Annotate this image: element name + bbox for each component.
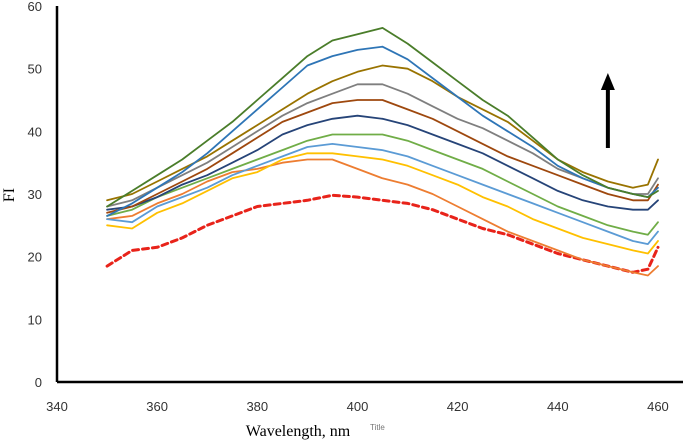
y-tick-label: 10 <box>28 312 42 327</box>
series-line-olive <box>106 64 659 202</box>
series-line-brown <box>106 99 659 214</box>
series-line-dark-blue <box>106 114 659 211</box>
y-tick-label: 40 <box>28 124 42 139</box>
arrow-up-icon <box>600 73 615 90</box>
x-tick-label: 400 <box>347 399 369 414</box>
axis-layer <box>55 6 683 384</box>
series-line-yellow <box>106 152 659 255</box>
x-tick-label: 420 <box>447 399 469 414</box>
x-tick-label: 360 <box>146 399 168 414</box>
chart-title: Title <box>370 423 385 432</box>
y-tick-label: 0 <box>35 375 42 390</box>
x-axis-title: Wavelength, nm <box>246 423 351 440</box>
x-tick-label: 460 <box>647 399 669 414</box>
y-axis-title: FI <box>1 188 18 202</box>
y-tick-label: 60 <box>28 0 42 14</box>
label-layer: 0 10 20 30 40 50 60 340 360 380 400 420 440 460 Wavele… <box>1 0 669 440</box>
series-layer <box>105 26 660 277</box>
series-line-dashed-baseline <box>105 193 660 274</box>
series-line-dark-green <box>106 26 659 208</box>
x-tick-label: 440 <box>547 399 569 414</box>
series-line-gray <box>106 83 659 208</box>
x-tick-label: 340 <box>46 399 68 414</box>
y-tick-label: 20 <box>28 250 42 265</box>
y-tick-label: 50 <box>28 62 42 77</box>
series-line-orange <box>106 158 659 277</box>
y-tick-label: 30 <box>28 187 42 202</box>
series-line-green <box>106 133 659 236</box>
x-tick-label: 380 <box>246 399 268 414</box>
series-line-blue <box>106 45 659 217</box>
series-line-light-blue <box>106 142 659 246</box>
